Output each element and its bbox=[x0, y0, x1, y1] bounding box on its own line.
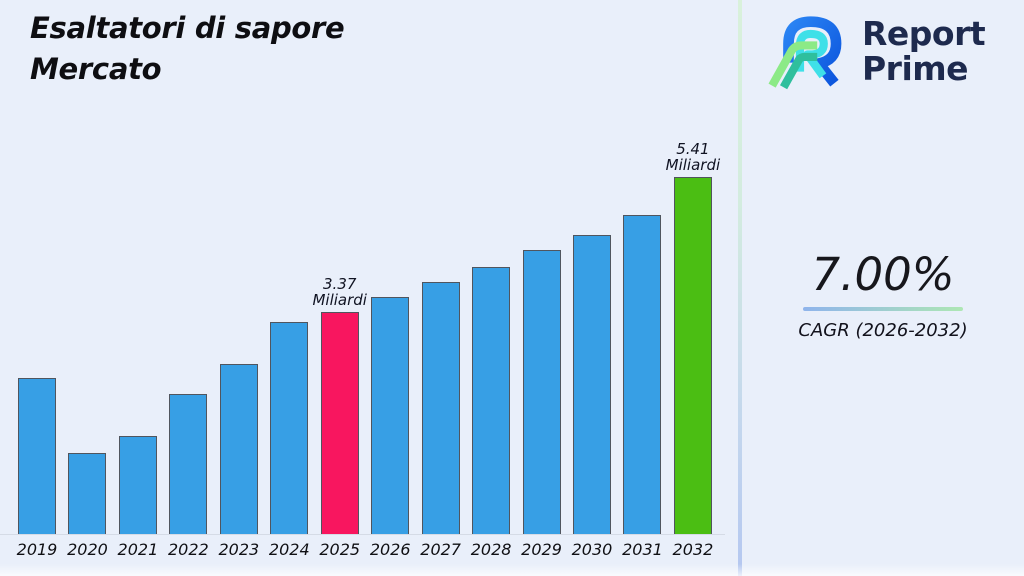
bar-slot-2029 bbox=[517, 250, 567, 535]
bar-2030 bbox=[572, 235, 611, 535]
x-axis-label-2031: 2031 bbox=[622, 540, 663, 559]
bar-slot-2024 bbox=[264, 322, 314, 535]
x-axis-label-2025: 2025 bbox=[319, 540, 361, 559]
vertical-divider bbox=[738, 0, 742, 576]
bar-slot-2020 bbox=[62, 453, 112, 535]
bar-2031 bbox=[623, 215, 662, 535]
bar-2027 bbox=[421, 282, 460, 535]
brand-name: Report Prime bbox=[862, 14, 986, 88]
bar-2019 bbox=[18, 378, 56, 535]
bar-slot-2027 bbox=[416, 282, 466, 535]
page-title-line2: Mercato bbox=[30, 52, 162, 86]
page-title-line1: Esaltatori di sapore bbox=[30, 11, 345, 45]
bar-slot-2028 bbox=[466, 267, 516, 535]
bar-2020 bbox=[68, 453, 107, 535]
bar-2028 bbox=[472, 267, 511, 535]
brand-name-line1: Report bbox=[862, 14, 986, 53]
bar-slot-2030 bbox=[567, 235, 617, 535]
bar-slot-2025: 3.37 Miliardi bbox=[312, 275, 367, 535]
x-axis-line bbox=[0, 534, 725, 535]
bar-chart: 3.37 Miliardi 5.41 Miliardi bbox=[12, 0, 721, 535]
page-title: Esaltatori di sapore Mercato bbox=[30, 8, 345, 90]
bar-2029 bbox=[522, 250, 561, 535]
x-axis-label-2032: 2032 bbox=[672, 540, 714, 559]
bar-2026 bbox=[371, 297, 410, 535]
bar-2032 bbox=[673, 177, 712, 535]
right-panel: Report Prime 7.00% CAGR (2026-2032) bbox=[742, 0, 1024, 576]
bar-slot-2031 bbox=[617, 215, 667, 535]
x-axis-label-2021: 2021 bbox=[117, 540, 159, 559]
bar-slot-2026 bbox=[365, 297, 415, 535]
x-axis-label-2019: 2019 bbox=[16, 540, 58, 559]
x-axis-label-2024: 2024 bbox=[268, 540, 310, 559]
x-axis-label-2027: 2027 bbox=[420, 540, 461, 559]
brand-logo: Report Prime bbox=[768, 8, 986, 96]
cagr-underline bbox=[803, 307, 963, 311]
bar-value-label-2032: 5.41 Miliardi bbox=[665, 140, 721, 174]
bar-2024 bbox=[270, 322, 309, 535]
bar-slot-2032: 5.41 Miliardi bbox=[665, 140, 721, 535]
bar-slot-2021 bbox=[113, 436, 163, 535]
x-axis-label-2022: 2022 bbox=[168, 540, 209, 559]
x-axis-label-2020: 2020 bbox=[67, 540, 108, 559]
brand-name-line2: Prime bbox=[862, 49, 969, 88]
x-axis-label-2026: 2026 bbox=[369, 540, 411, 559]
bar-2025 bbox=[320, 312, 359, 535]
cagr-label: CAGR (2026-2032) bbox=[798, 320, 968, 341]
bar-2021 bbox=[118, 436, 157, 535]
bar-2022 bbox=[169, 394, 208, 535]
bar-value-label-2025: 3.37 Miliardi bbox=[312, 275, 367, 309]
x-axis-label-2028: 2028 bbox=[470, 540, 512, 559]
cagr-value: 7.00% bbox=[811, 248, 955, 301]
bar-slot-2023 bbox=[214, 364, 264, 535]
x-axis-label-2029: 2029 bbox=[521, 540, 562, 559]
x-axis-label-2030: 2030 bbox=[571, 540, 613, 559]
bar-slot-2022 bbox=[163, 394, 213, 535]
x-axis-label-2023: 2023 bbox=[218, 540, 260, 559]
cagr-block: 7.00% CAGR (2026-2032) bbox=[742, 248, 1024, 342]
bottom-strip bbox=[0, 564, 1024, 576]
bar-slot-2019 bbox=[12, 378, 62, 535]
bar-2023 bbox=[219, 364, 258, 535]
report-prime-logo-icon bbox=[768, 16, 842, 90]
x-axis-labels: 2019 2020 2021 2022 2023 2024 2025 2026 2027 2028… bbox=[12, 540, 718, 559]
